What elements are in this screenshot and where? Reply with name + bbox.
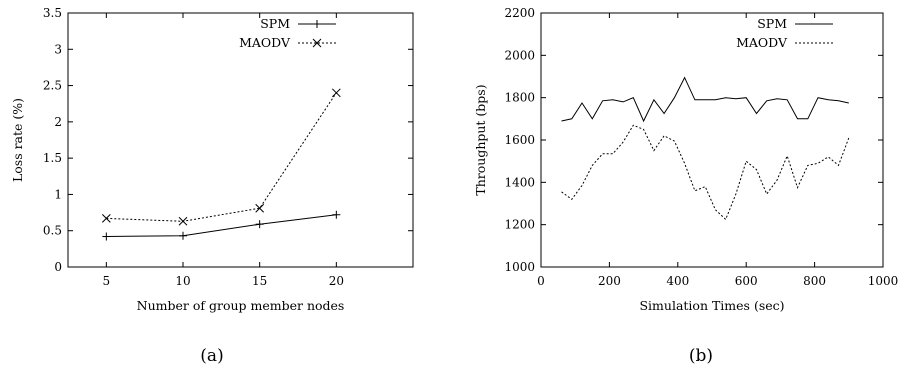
x-tick-label: 20: [329, 274, 344, 288]
series-line-spm: [106, 214, 337, 237]
y-tick-label: 2000: [504, 48, 535, 62]
y-axis-label: Throughput (bps): [473, 84, 488, 195]
series-line-maodv: [106, 92, 337, 222]
y-tick-label: 2.5: [43, 79, 62, 93]
y-tick-label: 2200: [504, 6, 535, 20]
x-tick-label: 0: [537, 274, 545, 288]
data-point-maodv-d2: [101, 214, 111, 223]
caption: (a): [200, 346, 223, 366]
chart-a: 0 0.5 1 1.5 2 2.5 3 3.5 5 10 15 20 Number of group m…: [10, 6, 414, 366]
data-point-maodv: [101, 214, 111, 223]
data-point-maodv: [331, 88, 341, 98]
data-point-maodv-d2: [178, 216, 188, 226]
y-tick-label: 0.5: [43, 224, 62, 238]
legend-marker-spm: [313, 20, 321, 28]
x-tick-label: 5: [103, 274, 111, 288]
series-line-maodv: [561, 124, 850, 221]
y-axis-label: Loss rate (%): [10, 98, 25, 182]
legend-marker-maodv-d2: [312, 38, 322, 48]
data-point-maodv-d2: [255, 203, 265, 213]
legend-label-maodv: MAODV: [239, 35, 291, 50]
x-tick-label: 800: [803, 274, 826, 288]
x-tick-label: 1000: [868, 274, 899, 288]
y-tick-label: 0: [54, 260, 62, 274]
legend-marker-maodv: [312, 38, 322, 48]
plot-frame: [67, 12, 414, 268]
data-point-maodv-d2: [331, 88, 341, 98]
legend-label-spm: SPM: [757, 16, 787, 31]
x-tick-label: 15: [252, 274, 267, 288]
caption: (b): [689, 346, 713, 366]
y-tick-label: 3: [54, 42, 62, 56]
y-tick-label: 3.5: [43, 6, 62, 20]
x-axis-label: Number of group member nodes: [137, 298, 345, 313]
y-tick-label: 1400: [504, 175, 535, 189]
data-point-spm: [179, 231, 187, 240]
x-tick-label: 200: [598, 274, 621, 288]
data-point-spm: [255, 220, 264, 229]
chart-b: 1000 1200 1400 1600 1800 2000 2200 0 200 400 600 80…: [473, 6, 898, 366]
legend-label-maodv: MAODV: [736, 35, 788, 50]
y-tick-label: 1200: [504, 218, 535, 232]
legend-label-spm: SPM: [260, 16, 290, 31]
plot-frame: [540, 12, 884, 268]
data-point-spm: [102, 232, 111, 241]
y-tick-label: 1600: [504, 133, 535, 147]
data-point-maodv: [255, 203, 265, 213]
data-point-spm: [332, 210, 341, 219]
x-tick-label: 600: [735, 274, 758, 288]
y-tick-label: 1.5: [43, 151, 62, 165]
y-tick-label: 1: [54, 187, 62, 201]
y-tick-label: 1800: [504, 91, 535, 105]
y-tick-label: 1000: [504, 260, 535, 274]
series-line-spm: [561, 76, 849, 123]
data-point-maodv: [178, 216, 188, 226]
x-axis-label: Simulation Times (sec): [639, 298, 784, 313]
x-tick-label: 400: [666, 274, 689, 288]
y-tick-label: 2: [54, 115, 62, 129]
x-tick-label: 10: [175, 274, 190, 288]
